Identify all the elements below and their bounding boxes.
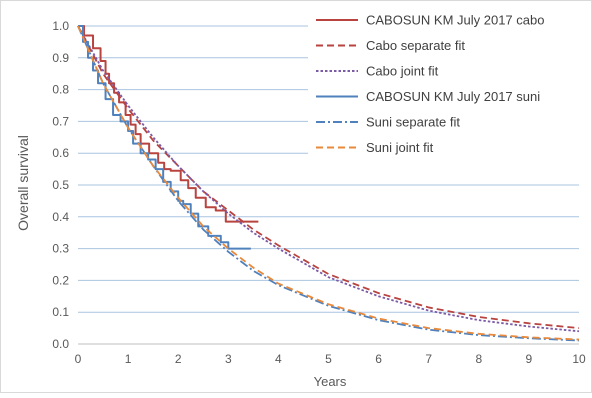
series-line-2	[77, 25, 580, 329]
y-tick-label: 0.2	[52, 273, 69, 287]
x-tick-label: 9	[526, 352, 533, 366]
y-tick-label: 0.8	[52, 83, 69, 97]
x-axis-title: Years	[314, 374, 347, 389]
y-tick-label: 0.7	[52, 114, 69, 128]
y-tick-label: 0.6	[52, 146, 69, 160]
x-tick-label: 0	[75, 352, 82, 366]
y-tick-label: 0.0	[52, 337, 69, 351]
x-tick-label: 7	[425, 352, 432, 366]
legend: CABOSUN KM July 2017 cabo Cabo separate f…	[308, 7, 582, 177]
series-line-6	[77, 25, 580, 341]
series-lines	[77, 25, 580, 342]
x-tick-label: 8	[475, 352, 482, 366]
y-tick-label: 0.5	[52, 178, 69, 192]
x-tick-label: 1	[125, 352, 132, 366]
x-tick-label: 10	[572, 352, 586, 366]
y-tick-label: 0.3	[52, 242, 69, 256]
x-tick-label: 4	[275, 352, 282, 366]
y-tick-label: 1.0	[52, 19, 69, 33]
x-tick-label: 6	[375, 352, 382, 366]
y-tick-label: 0.4	[52, 210, 69, 224]
series-line-1	[78, 25, 259, 223]
y-tick-label: 0.9	[52, 51, 69, 65]
legend-label: CABOSUN KM July 2017 suni	[366, 89, 540, 104]
legend-label: Cabo joint fit	[366, 64, 439, 79]
legend-label: Cabo separate fit	[366, 38, 465, 53]
x-tick-label: 2	[175, 352, 182, 366]
x-tick-label: 3	[225, 352, 232, 366]
legend-label: Suni separate fit	[366, 115, 460, 130]
legend-label: Suni joint fit	[366, 140, 434, 155]
x-tick-label: 5	[325, 352, 332, 366]
series-line-3	[77, 25, 580, 333]
y-axis-title: Overall survival	[15, 135, 31, 231]
axes: 0.0 0.1 0.2 0.3 0.4 0.5 0.6 0.7 0.8 0.9 1.0 0 1 2 3 4 5 6…	[52, 19, 586, 366]
y-tick-label: 0.1	[52, 305, 69, 319]
legend-label: CABOSUN KM July 2017 cabo	[366, 13, 544, 28]
legend-background	[308, 7, 582, 177]
